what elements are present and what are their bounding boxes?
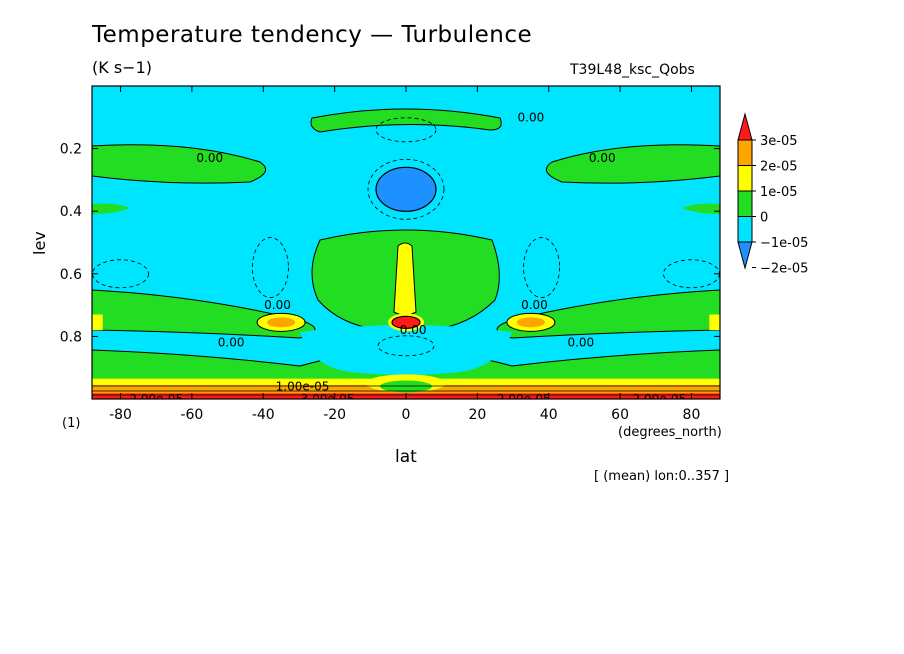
run-label: T39L48_ksc_Qobs [570,62,695,78]
region-central-plume [311,229,500,331]
contour-dashed-right [523,237,560,298]
region-band-upper-right [545,144,720,184]
region-edge-right [709,314,720,331]
region-surface-orange [92,384,720,395]
colorbar-swatch [737,165,753,192]
plot-frame [91,85,721,400]
region-surface-red [92,393,720,399]
colorbar-label: 1e-05 [760,185,798,200]
region-lower-layer [92,349,720,399]
colorbar-label: 3e-05 [760,134,798,149]
x-tick-label: -60 [180,407,203,423]
region-band-upper-left [92,144,267,184]
region-blob-right-yellow [506,312,556,332]
region-blob-left-orange [267,317,296,328]
region-edge-left [92,314,103,331]
contour-dashed-equator [377,335,435,357]
contour-label: 0.00 [589,151,616,165]
contour-labels: 0.00 0.00 0.00 0.00 0.00 0.00 0.00 0.00 1.00e-05… [129,110,686,406]
region-equatorial-red [391,315,421,329]
contour-label: 0.00 [400,323,427,337]
region-blob-right-orange [516,317,545,328]
y-tick-label: 0.2 [60,142,82,158]
contour-label: 0.00 [518,110,545,124]
averaging-note: [ (mean) lon:0..357 ] [594,469,730,484]
x-tick-label: 20 [468,407,486,423]
contour-label: 0.00 [264,298,291,312]
x-axis-units: (degrees_north) [618,425,722,440]
contour-dashed-core [367,158,445,220]
x-tick-label: 80 [683,407,701,423]
x-tick-label: 60 [611,407,629,423]
region-surface-centre-yellow [366,374,446,393]
region-band-top [310,108,502,133]
x-tick-label: 0 [402,407,411,423]
contour-label: 2.00e-05 [497,392,551,406]
region-equatorial-yellow [388,313,424,332]
y-tick-label: 0.4 [60,204,82,220]
colorbar-cap-top [737,112,753,141]
region-negative-background [92,86,720,399]
colorbar-swatch [737,139,753,166]
contour-label: 0.00 [218,336,245,350]
x-tick-label: 40 [540,407,558,423]
region-band-mid-right [496,289,720,339]
colorbar-label: 2e-05 [760,160,798,175]
contour-dashed-left [252,237,289,298]
x-tick-label: -40 [252,407,275,423]
x-tick-label: -20 [323,407,346,423]
colorbar: 3e-05 2e-05 1e-05 0 −1e-05 −2e-05 [737,112,808,277]
region-lower-cyan [300,325,512,375]
colorbar-label: 0 [760,211,768,226]
x-tick-label: -80 [109,407,132,423]
colorbar-cap-bottom [737,241,753,270]
colorbar-label: −2e-05 [760,262,808,277]
contour-dashed-top [375,117,437,143]
contour-field [92,86,720,399]
region-surface-yellow [92,378,720,392]
region-blob-left-yellow [256,312,306,332]
contour-label: 0.00 [567,336,594,350]
contour-label: 2.00e-05 [129,392,183,406]
y-tick-label: 0.8 [60,329,82,345]
chart-units: (K s−1) [92,58,152,77]
colorbar-label: −1e-05 [760,236,808,251]
region-negative-core [375,166,437,212]
x-axis-label: lat [395,447,417,467]
region-band-mid-left [92,289,316,339]
contour-label: 0.00 [196,151,223,165]
contour-label: 1.00e-05 [276,379,330,393]
region-tongue-left [92,203,130,214]
y-tick-label: 0.6 [60,267,82,283]
y-axis-units: (1) [62,416,81,431]
contour-label: 3.00e-05 [301,392,355,406]
chart-title: Temperature tendency — Turbulence [92,22,533,48]
region-tongue-right [682,203,720,214]
contour-dashed-far-left [92,259,149,289]
region-equatorial-column [393,242,417,316]
y-axis-ticks: 0.2 0.4 0.6 0.8 [60,142,720,345]
contour-label: 0.00 [521,298,548,312]
contour-label: 2.00e-05 [632,392,686,406]
y-axis-label: lev [30,231,49,255]
colorbar-swatch [737,216,753,243]
region-surface-centre-green [380,380,432,393]
colorbar-swatch [737,190,753,217]
surface-contour-lines [92,385,720,396]
contour-dashed-far-right [663,259,720,289]
x-axis-ticks: -80 -60 -40 -20 0 20 40 60 80 [109,86,700,423]
